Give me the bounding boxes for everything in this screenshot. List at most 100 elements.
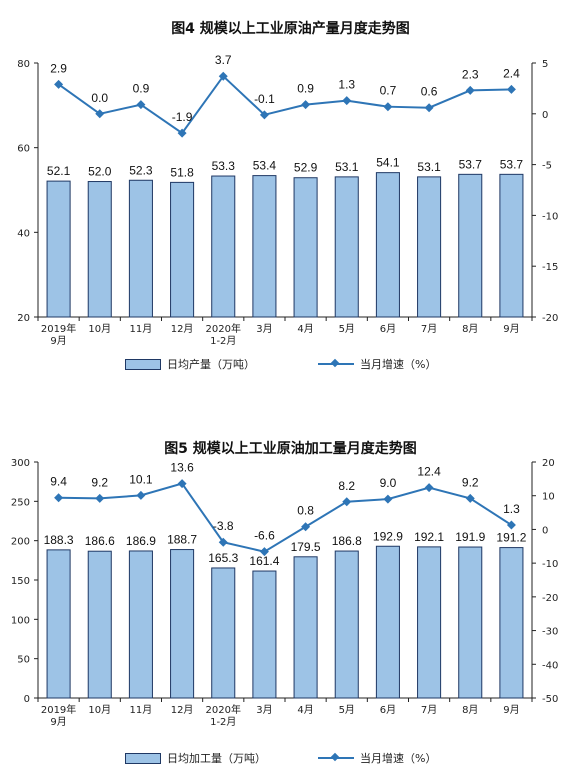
legend-item-line: 当月增速（%） xyxy=(318,750,436,766)
right-axis-tick-label: 20 xyxy=(542,458,555,469)
x-axis-tick-label: 9月 xyxy=(50,716,66,728)
bar-data-label: 52.1 xyxy=(47,164,71,178)
line-point xyxy=(136,100,146,110)
line-data-label: -6.6 xyxy=(254,529,275,543)
x-axis-tick-label: 3月 xyxy=(256,323,272,335)
bar xyxy=(87,550,112,699)
right-axis-tick-label: -30 xyxy=(542,627,558,638)
bar-data-label: 191.2 xyxy=(496,531,526,545)
line-data-label: 3.7 xyxy=(215,53,232,67)
chart-svg: 30025020015010050020100-10-20-30-40-5020… xyxy=(11,458,558,728)
right-axis-tick-label: -40 xyxy=(542,660,558,671)
left-axis-tick-label: 40 xyxy=(17,228,30,239)
line-point xyxy=(54,79,64,89)
bar-data-label: 52.0 xyxy=(88,165,112,179)
bar xyxy=(46,180,71,318)
legend-bar-swatch xyxy=(125,358,161,370)
x-axis-tick-label: 6月 xyxy=(380,704,396,716)
line-data-label: 0.9 xyxy=(133,82,150,96)
line-point xyxy=(424,483,434,493)
bar xyxy=(252,570,277,699)
right-axis-tick-label: -20 xyxy=(542,593,558,604)
x-axis-tick-label: 8月 xyxy=(462,704,478,716)
bar xyxy=(417,546,442,699)
x-axis-tick-label: 1-2月 xyxy=(210,716,236,728)
left-axis-tick-label: 50 xyxy=(17,655,30,666)
left-axis-tick-label: 300 xyxy=(11,458,30,469)
bar-data-label: 188.7 xyxy=(167,533,197,547)
legend-item-bar: 日均加工量（万吨） xyxy=(125,750,266,766)
bar xyxy=(334,550,359,699)
line-point xyxy=(218,537,228,547)
bar-data-label: 53.1 xyxy=(335,160,359,174)
line-data-label: 0.6 xyxy=(421,85,438,99)
left-axis-tick-label: 200 xyxy=(11,537,30,548)
bar xyxy=(458,173,483,318)
line-data-label: 9.2 xyxy=(91,475,108,489)
line-data-label: 2.3 xyxy=(462,67,479,81)
bar-data-label: 191.9 xyxy=(455,530,485,544)
line-data-label: 8.2 xyxy=(338,479,355,493)
line-point xyxy=(218,71,228,81)
left-axis-tick-label: 20 xyxy=(17,313,30,324)
line-data-label: 9.0 xyxy=(380,476,397,490)
line-point xyxy=(301,522,311,532)
bar xyxy=(293,177,318,318)
bar xyxy=(252,175,277,318)
right-axis-tick-label: -10 xyxy=(542,559,558,570)
legend-label: 日均产量（万吨） xyxy=(167,358,255,371)
bar-data-label: 192.9 xyxy=(373,529,403,543)
left-axis-tick-label: 60 xyxy=(17,144,30,155)
line-data-label: 1.3 xyxy=(503,502,520,516)
legend-line-swatch xyxy=(318,753,354,763)
line-point xyxy=(136,490,146,500)
line-data-label: 9.2 xyxy=(462,475,479,489)
bar xyxy=(211,567,236,699)
legend-item-line: 当月增速（%） xyxy=(318,356,436,372)
line-point xyxy=(259,547,269,557)
right-axis-tick-label: 0 xyxy=(542,110,548,121)
bar-data-label: 52.9 xyxy=(294,161,318,175)
series-line xyxy=(58,74,512,135)
right-axis-tick-label: 5 xyxy=(542,59,548,70)
bar xyxy=(87,181,112,318)
bar-data-label: 53.7 xyxy=(500,157,524,171)
line-data-label: 9.4 xyxy=(50,475,67,489)
line-point xyxy=(506,84,516,94)
bar-data-label: 52.3 xyxy=(129,163,153,177)
chart-title: 图5 规模以上工业原油加工量月度走势图 xyxy=(164,441,417,457)
x-axis-tick-label: 4月 xyxy=(297,704,313,716)
bar-data-label: 165.3 xyxy=(208,551,238,565)
bar-data-label: 54.1 xyxy=(376,156,400,170)
x-axis-tick-label: 2020年 xyxy=(206,322,241,335)
bar xyxy=(375,545,400,699)
legend-label: 日均加工量（万吨） xyxy=(167,752,266,765)
bar-data-label: 53.1 xyxy=(417,160,441,174)
line-point xyxy=(177,479,187,489)
x-axis-tick-label: 9月 xyxy=(503,323,519,335)
line-point xyxy=(177,128,187,138)
x-axis-tick-label: 10月 xyxy=(88,704,111,716)
x-axis-tick-label: 2020年 xyxy=(206,703,241,716)
line-data-label: -1.9 xyxy=(172,110,193,124)
line-point xyxy=(383,102,393,112)
left-axis-tick-label: 150 xyxy=(11,576,30,587)
bar-data-label: 188.3 xyxy=(44,533,74,547)
bar xyxy=(458,546,483,699)
legend-item-bar: 日均产量（万吨） xyxy=(125,356,255,372)
line-data-label: 2.4 xyxy=(503,66,520,80)
legend-label: 当月增速（%） xyxy=(360,358,437,371)
x-axis-tick-label: 6月 xyxy=(380,323,396,335)
bar-data-label: 186.9 xyxy=(126,534,156,548)
bar-data-label: 161.4 xyxy=(249,554,279,568)
bar-data-label: 179.5 xyxy=(291,540,321,554)
bar-data-label: 192.1 xyxy=(414,530,444,544)
line-data-label: 12.4 xyxy=(417,465,441,479)
line-point xyxy=(95,109,105,119)
line-data-label: -0.1 xyxy=(254,92,275,106)
line-point xyxy=(342,497,352,507)
x-axis-tick-label: 12月 xyxy=(171,323,194,335)
chart-processing: 图5 规模以上工业原油加工量月度走势图 300 250 200 150 100 50 0 20… xyxy=(0,420,581,782)
bar xyxy=(417,176,442,318)
